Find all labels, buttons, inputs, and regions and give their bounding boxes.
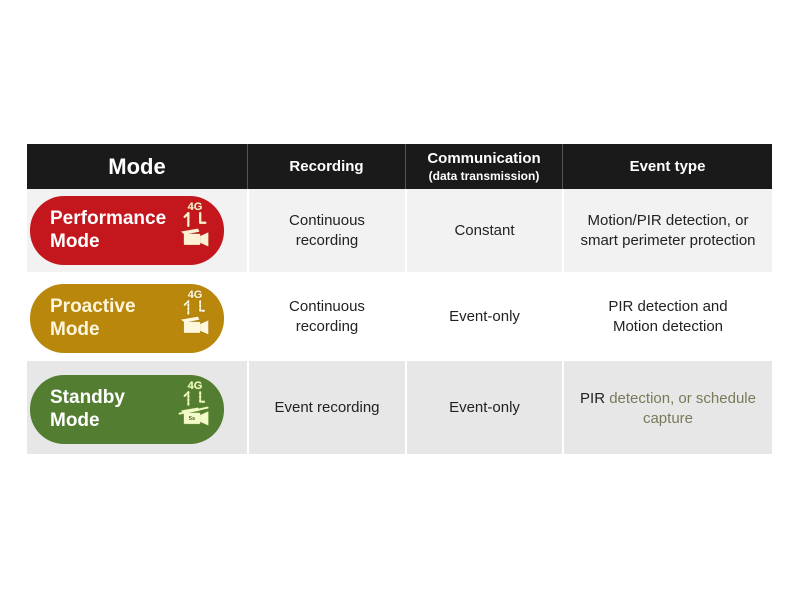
svg-text:4G: 4G (188, 380, 203, 392)
svg-text:4G: 4G (188, 289, 203, 301)
svg-text:4G: 4G (188, 201, 203, 213)
svg-text:5s: 5s (189, 416, 196, 422)
